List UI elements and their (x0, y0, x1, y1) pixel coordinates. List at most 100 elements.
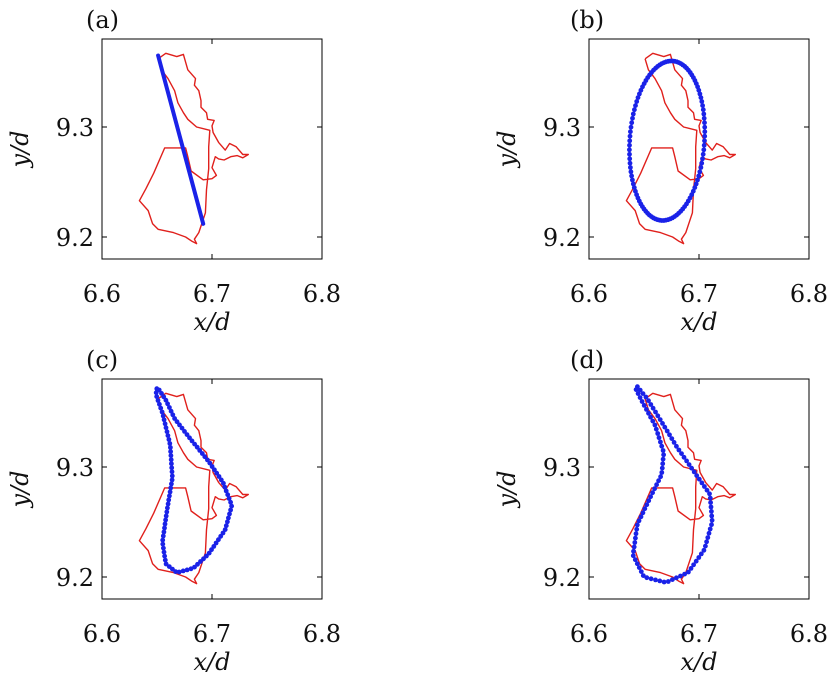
fit-point-c-81 (169, 477, 175, 483)
panel-b: (b) 6.6 6.7 6.8 9.2 9.3 x/d y/d (493, 6, 828, 336)
fit-point-d-56 (653, 577, 658, 583)
fit-point-d-48 (686, 569, 691, 575)
fit-point-c-29 (222, 484, 228, 490)
fit-point-c-55 (180, 568, 186, 574)
fit-point-d-21 (686, 462, 692, 467)
fit-point-d-23 (691, 469, 697, 475)
fit-point-c-31 (225, 492, 231, 498)
fit-point-d-3 (643, 394, 649, 400)
fit-point-d-41 (703, 543, 708, 549)
x-tick-c-2: 6.8 (303, 620, 341, 648)
reference-curve-d (625, 392, 736, 585)
fit-point-d-90 (659, 443, 665, 449)
x-tick-b-1: 6.7 (680, 280, 718, 308)
x-axis-label-b: x/d (681, 308, 718, 336)
panel-a: (a) 6.6 6.7 6.8 9.2 9.3 x/d y/d (6, 6, 341, 336)
fit-point-b-46 (634, 99, 640, 104)
fit-point-c-65 (160, 541, 166, 547)
fit-point-d-11 (662, 424, 668, 430)
fit-point-b-1 (702, 133, 708, 139)
fit-point-d-40 (704, 539, 709, 545)
x-tick-a-2: 6.8 (303, 280, 341, 308)
fit-point-d-42 (701, 547, 707, 553)
y-axis-label-d: y/d (493, 470, 521, 508)
y-axis-label-b: y/d (493, 130, 521, 168)
fit-point-b-51 (629, 120, 635, 126)
fit-point-d-15 (671, 440, 677, 445)
y-tick-c-1: 9.3 (56, 454, 94, 482)
fit-point-b-10 (698, 95, 704, 100)
fit-point-d-93 (655, 431, 661, 436)
fit-point-b-0 (702, 138, 707, 144)
plot-frame-c (101, 378, 323, 600)
fit-point-d-31 (708, 500, 713, 505)
fit-point-d-49 (682, 571, 687, 577)
fit-point-b-65 (630, 181, 636, 187)
fit-point-c-44 (213, 540, 219, 546)
fit-point-c-96 (161, 417, 167, 423)
fit-point-c-88 (168, 449, 174, 454)
fit-point-b-48 (632, 107, 637, 113)
fit-point-c-95 (162, 421, 168, 427)
panel-d: (d) 6.6 6.7 6.8 9.2 9.3 x/d y/d (493, 346, 828, 676)
fit-point-b-107 (700, 151, 706, 157)
fit-point-d-78 (648, 494, 653, 500)
fit-point-c-104 (154, 386, 160, 392)
axes-b (588, 38, 810, 260)
y-tick-d-1: 9.3 (543, 454, 581, 482)
panel-label-b: (b) (570, 6, 604, 34)
fit-point-d-92 (656, 435, 662, 441)
fit-point-d-26 (699, 480, 705, 486)
fit-point-b-43 (638, 87, 644, 93)
fit-point-c-61 (162, 557, 168, 563)
y-axis-label-a: y/d (6, 130, 34, 168)
fit-point-d-17 (676, 447, 682, 453)
fit-point-c-63 (161, 549, 167, 555)
fit-point-b-98 (690, 188, 696, 194)
fit-point-c-2 (161, 394, 167, 400)
fit-point-b-54 (627, 133, 633, 139)
fit-point-d-1 (637, 387, 643, 393)
fit-point-c-70 (162, 521, 168, 527)
fit-point-c-66 (160, 537, 166, 543)
fit-point-d-77 (646, 498, 652, 504)
y-tick-c-0: 9.2 (56, 564, 94, 592)
fit-point-c-98 (159, 409, 165, 415)
fit-point-c-24 (212, 467, 217, 473)
fit-point-d-51 (674, 575, 679, 581)
fit-point-c-51 (195, 561, 200, 567)
fit-point-c-101 (155, 398, 161, 403)
fit-point-b-61 (628, 165, 633, 170)
fit-point-b-104 (698, 165, 704, 170)
fit-point-c-36 (227, 511, 232, 517)
fit-point-b-64 (630, 177, 635, 183)
fit-point-d-38 (706, 530, 712, 536)
fit-point-b-101 (695, 177, 700, 183)
fit-point-b-44 (637, 91, 642, 97)
fit-point-b-62 (628, 169, 634, 175)
fit-point-c-74 (165, 505, 170, 511)
fit-point-c-71 (163, 517, 169, 523)
axes-c (101, 378, 323, 600)
fit-point-c-26 (216, 474, 222, 479)
reference-curve-b (625, 52, 736, 245)
fit-point-c-82 (169, 473, 175, 479)
fit-point-d-99 (644, 407, 649, 412)
x-tick-c-1: 6.7 (193, 620, 231, 648)
fit-point-c-35 (228, 507, 234, 513)
fit-point-b-56 (627, 142, 632, 148)
fit-point-c-80 (169, 481, 174, 487)
fit-point-d-54 (661, 579, 667, 585)
fit-point-b-5 (701, 115, 707, 121)
fit-point-d-88 (661, 452, 666, 458)
fit-point-b-7 (700, 107, 706, 113)
fit-point-d-34 (709, 513, 715, 519)
fit-point-c-103 (153, 390, 159, 396)
data-b (625, 52, 736, 245)
fit-point-b-4 (702, 120, 707, 126)
fit-point-c-15 (189, 438, 195, 444)
fit-point-b-52 (628, 124, 634, 130)
x-tick-a-1: 6.7 (193, 280, 231, 308)
fit-point-c-46 (209, 547, 214, 553)
fit-point-c-99 (158, 405, 164, 411)
